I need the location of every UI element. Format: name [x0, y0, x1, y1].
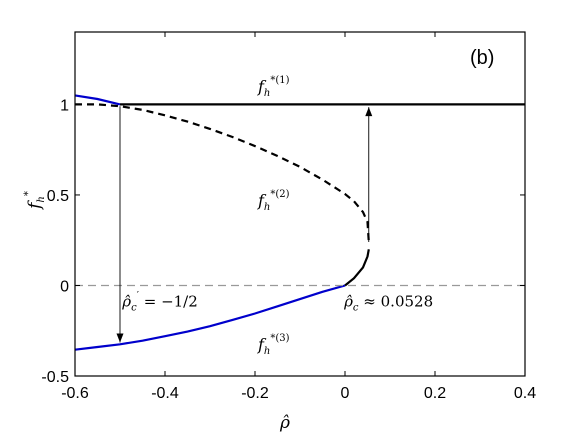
- y-tick-label-3: 1: [60, 97, 69, 114]
- series-label-f3-sup: *(3): [270, 333, 289, 344]
- x-tick-label-1: -0.4: [151, 385, 179, 402]
- y-tick-label-1: 0: [60, 278, 69, 295]
- x-tick-label-3: 0: [341, 385, 350, 402]
- x-tick-label-2: -0.2: [241, 385, 269, 402]
- series-label-f2-sup: *(2): [270, 189, 289, 200]
- annotation-0-sub: c: [131, 302, 137, 313]
- annotation-1-rest: ≈ 0.0528: [359, 292, 434, 310]
- y-axis-label-sub: h: [36, 196, 47, 202]
- series-labels: fh*(1) fh*(2) fh*(3): [257, 75, 290, 357]
- series-label-f3-sub: h: [264, 346, 270, 357]
- x-axis-label: ρ̂: [279, 413, 290, 433]
- x-tick-label-5: 0.4: [514, 385, 536, 402]
- y-axis-label-sup: *: [23, 191, 34, 196]
- x-tick-label-4: 0.2: [424, 385, 446, 402]
- annotation-0-rest: = −1/2: [139, 292, 198, 310]
- series-label-f2: fh*(2): [257, 189, 290, 213]
- chart-arrows: [116, 106, 373, 343]
- annotation-0-sup: ′: [137, 290, 140, 301]
- arrow-head-0: [116, 333, 124, 343]
- panel-label: (b): [470, 47, 494, 69]
- arrow-head-1: [365, 107, 373, 117]
- annotation-0-base: ρ̂: [121, 292, 131, 310]
- chart-ticks: -0.6 -0.4 -0.2 0 0.2 0.4 -0.5 0 0.5 1: [41, 32, 536, 402]
- series-line-2: [74, 284, 346, 351]
- series-label-f2-sub: h: [264, 202, 270, 213]
- chart-annotations: ρ̂c′ = −1/2 ρ̂c ≈ 0.0528: [121, 290, 433, 313]
- series-label-f1-base: f: [257, 77, 267, 96]
- annotation-1-sub: c: [353, 302, 359, 313]
- series-label-f2-base: f: [257, 191, 267, 210]
- series-label-f3: fh*(3): [257, 333, 290, 357]
- annotation-rho-c: ρ̂c ≈ 0.0528: [343, 292, 433, 313]
- x-tick-label-0: -0.6: [61, 385, 89, 402]
- series-label-f1-sub: h: [264, 88, 270, 99]
- annotation-rho-c-prime: ρ̂c′ = −1/2: [121, 290, 198, 313]
- y-axis-label: fh*: [23, 191, 47, 211]
- series-label-f1-sup: *(1): [270, 75, 289, 86]
- annotation-1-base: ρ̂: [343, 292, 353, 310]
- plot-frame: [74, 31, 526, 377]
- series-line-3: [74, 94, 121, 106]
- series-label-f1: fh*(1): [257, 75, 290, 99]
- y-tick-label-2: 0.5: [47, 188, 69, 205]
- y-axis-label-base: f: [25, 200, 45, 211]
- y-tick-label-0: -0.5: [41, 369, 69, 386]
- series-label-f3-base: f: [257, 335, 267, 354]
- chart-curves: [74, 94, 525, 351]
- series-line-4: [344, 249, 370, 287]
- series-line-1: [75, 103, 370, 243]
